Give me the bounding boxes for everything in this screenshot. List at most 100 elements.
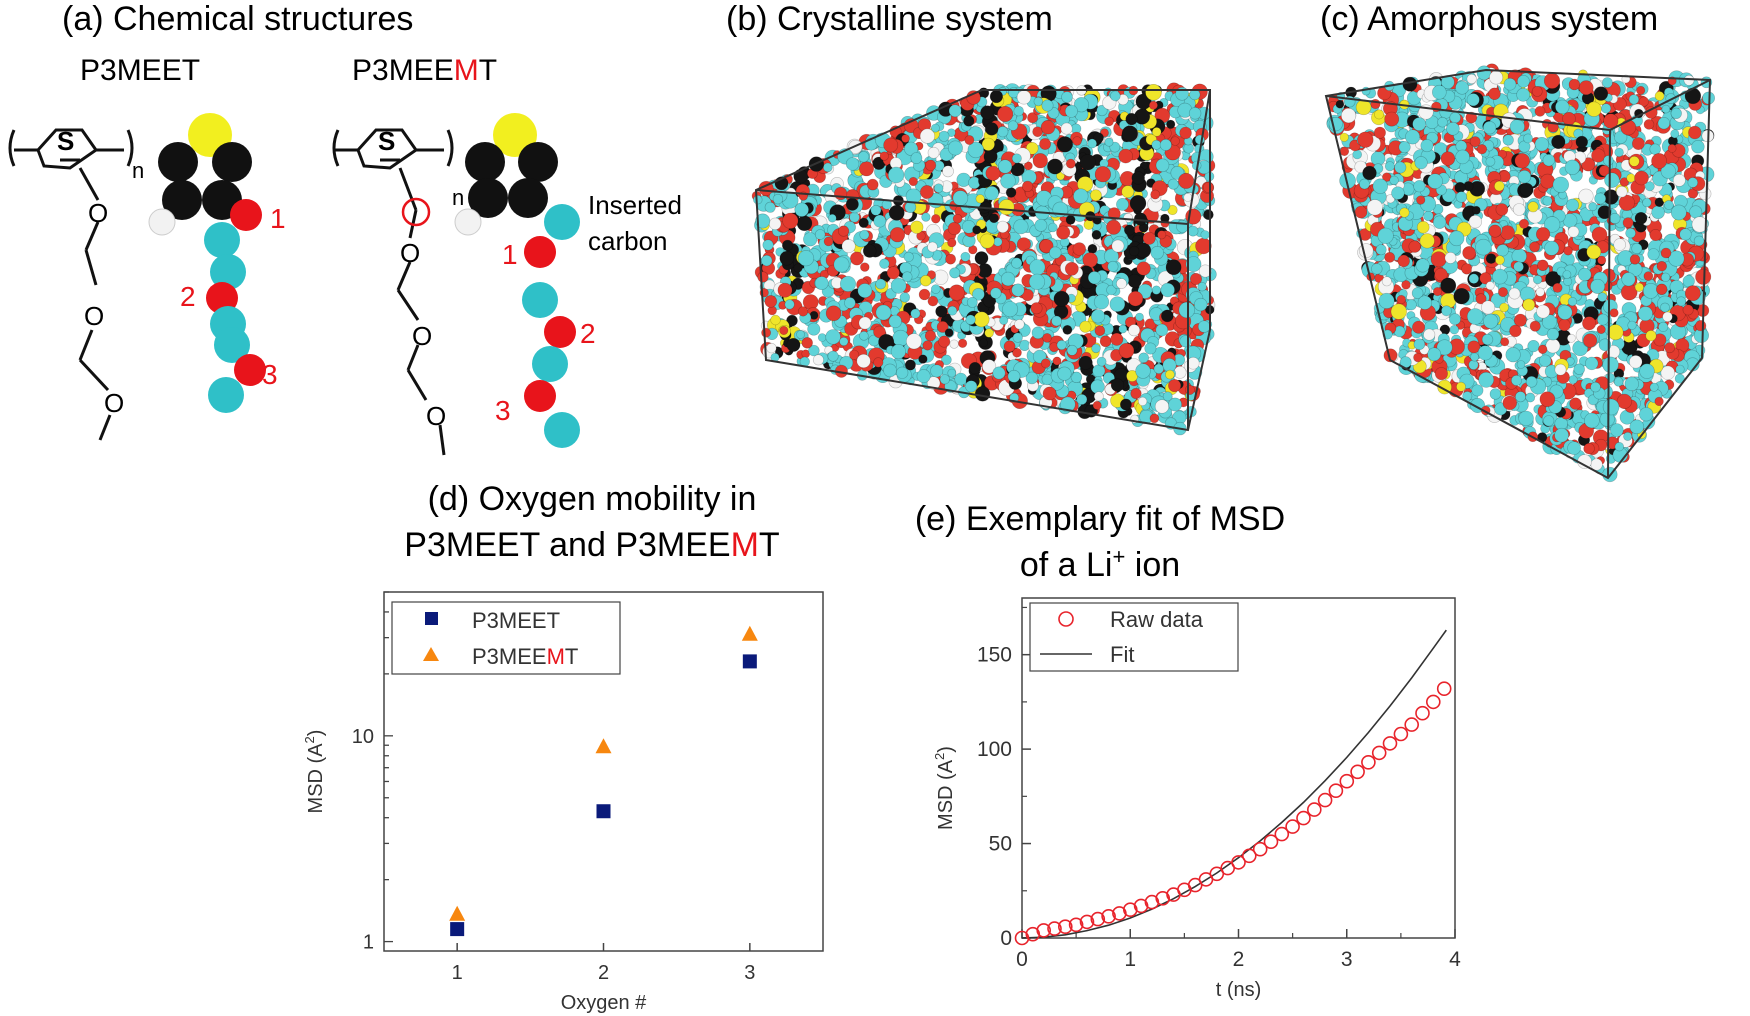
atom-bead xyxy=(910,152,923,164)
atom-bead xyxy=(1516,360,1526,369)
atom-bead xyxy=(1384,111,1400,127)
x-tick-label: 0 xyxy=(1016,948,1028,971)
atom-bead xyxy=(1448,230,1465,247)
atom-bead xyxy=(1150,189,1161,200)
atom-bead xyxy=(1124,224,1136,236)
atom-bead xyxy=(1362,165,1377,181)
atom-bead xyxy=(905,333,922,350)
atom-bead xyxy=(992,366,1006,380)
atom-bead xyxy=(910,308,921,319)
atom-bead xyxy=(766,342,777,354)
atom-bead xyxy=(1437,116,1448,128)
atom-bead xyxy=(761,327,771,338)
atom-bead xyxy=(1155,158,1170,173)
fit-line xyxy=(1021,629,1447,939)
atom-bead xyxy=(1531,86,1543,97)
atom-bead xyxy=(1654,91,1665,101)
atom-bead xyxy=(1651,205,1665,220)
atom-bead xyxy=(1488,87,1501,101)
atom-bead xyxy=(1509,119,1525,135)
atom-bead xyxy=(1536,304,1550,319)
atom-bead xyxy=(1412,117,1427,131)
atom-bead xyxy=(1557,304,1573,320)
atom-bead xyxy=(866,178,879,191)
y-tick-label: 50 xyxy=(989,833,1012,856)
y-tick-label: 1 xyxy=(363,932,374,954)
atom-bead xyxy=(1354,205,1368,219)
atom-bead xyxy=(1495,203,1509,216)
panel-c-title: (c) Amorphous system xyxy=(1320,0,1658,38)
atom-bead xyxy=(1011,283,1025,297)
atom-bead xyxy=(1357,131,1374,148)
atom-bead xyxy=(1455,191,1468,203)
atom-bead xyxy=(984,122,999,136)
carbon-bead xyxy=(162,180,202,220)
atom-bead xyxy=(1542,154,1556,167)
atom-bead xyxy=(1007,120,1019,131)
atom-bead xyxy=(1099,335,1112,348)
atom-bead xyxy=(757,271,769,283)
atom-bead xyxy=(1456,381,1466,392)
atom-bead xyxy=(875,304,892,321)
atom-bead xyxy=(1537,259,1549,271)
atom-bead xyxy=(1027,112,1039,124)
atom-bead xyxy=(1538,354,1552,367)
atom-bead xyxy=(1554,363,1567,376)
x-tick-label: 1 xyxy=(1124,948,1136,971)
atom-bead xyxy=(772,193,784,205)
legend-label-raw-data: Raw data xyxy=(1110,607,1204,632)
atom-bead xyxy=(1610,423,1624,437)
atom-bead xyxy=(924,330,937,342)
atom-bead xyxy=(927,295,939,307)
atom-bead xyxy=(1483,313,1499,329)
hydrogen-bead xyxy=(148,208,176,236)
atom-bead xyxy=(1482,120,1497,135)
atom-bead xyxy=(1624,376,1640,392)
atom-bead xyxy=(1137,396,1148,407)
atom-bead xyxy=(924,159,937,171)
atom-bead xyxy=(931,123,940,133)
atom-bead xyxy=(827,350,839,362)
atom-bead xyxy=(1416,195,1426,205)
atom-bead xyxy=(1523,133,1533,144)
atom-bead xyxy=(1170,136,1180,146)
atom-bead xyxy=(823,236,834,247)
atom-bead xyxy=(762,239,774,251)
atom-bead xyxy=(1660,272,1671,282)
atom-bead xyxy=(1381,276,1392,287)
raw-data-point xyxy=(1371,745,1387,761)
inserted-carbon-marker xyxy=(401,197,431,227)
atom-bead xyxy=(1145,84,1162,101)
atom-bead xyxy=(1567,333,1576,343)
atom-bead xyxy=(859,330,869,341)
atom-bead xyxy=(1515,391,1527,403)
atom-bead xyxy=(1162,391,1173,402)
panel-b-title: (b) Crystalline system xyxy=(726,0,1053,38)
atom-bead xyxy=(1064,104,1078,118)
atom-bead xyxy=(879,258,890,269)
atom-bead xyxy=(1384,251,1396,263)
atom-bead xyxy=(1593,86,1609,101)
atom-bead xyxy=(1372,178,1389,194)
atom-bead xyxy=(947,221,962,236)
atom-bead xyxy=(1662,311,1673,322)
atom-bead xyxy=(845,197,859,211)
atom-bead xyxy=(1508,287,1521,300)
atom-bead xyxy=(1079,154,1096,171)
atom-bead xyxy=(1649,143,1661,155)
atom-bead xyxy=(1041,99,1054,112)
atom-bead xyxy=(1090,309,1106,324)
atom-bead xyxy=(1131,171,1145,185)
atom-bead xyxy=(1651,153,1667,169)
atom-bead xyxy=(896,366,909,379)
atom-bead xyxy=(1118,324,1128,334)
atom-bead xyxy=(1127,273,1142,289)
atom-bead xyxy=(952,190,969,206)
atom-bead xyxy=(764,295,778,308)
atom-bead xyxy=(782,212,799,229)
atom-bead xyxy=(1184,384,1195,395)
atom-bead xyxy=(1578,267,1592,282)
atom-bead xyxy=(875,278,887,290)
atom-bead xyxy=(974,386,991,402)
atom-bead xyxy=(1688,125,1702,140)
